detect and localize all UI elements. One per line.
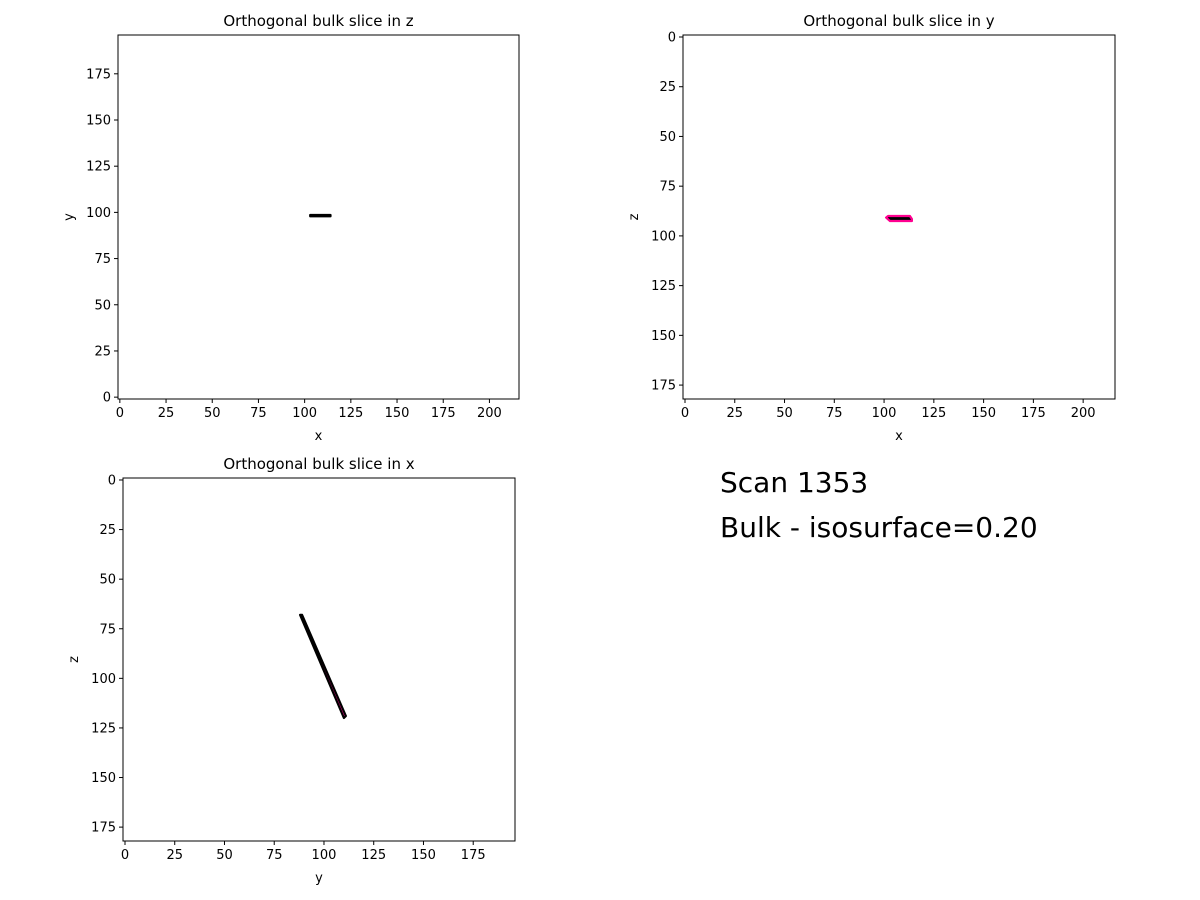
- y-tick-label: 150: [91, 771, 116, 786]
- y-tick-label: 125: [651, 279, 676, 294]
- x-tick-label: 150: [385, 406, 410, 421]
- y-tick-label: 0: [108, 473, 116, 488]
- subplot-slice-y: 0 25 50 75 100 125 150 175 200 0 25 50 75 100 125 150 17…: [627, 12, 1116, 444]
- x-tick-label: 175: [431, 406, 456, 421]
- y-tick-label: 125: [91, 721, 116, 736]
- x-tick-label: 25: [726, 406, 743, 421]
- x-tick-label: 0: [116, 406, 124, 421]
- y-tick-label: 0: [103, 391, 111, 406]
- x-tick-label: 175: [1021, 406, 1046, 421]
- x-tick-label: 50: [204, 406, 221, 421]
- y-tick-label: 175: [91, 821, 116, 836]
- y-tick-label: 75: [99, 622, 116, 637]
- x-tick-label: 75: [826, 406, 843, 421]
- y-tick-label: 50: [94, 298, 111, 313]
- x-axis-label: y: [315, 871, 323, 886]
- x-tick-label: 150: [971, 406, 996, 421]
- x-axis-label: x: [315, 429, 323, 444]
- axes-title: Orthogonal bulk slice in x: [223, 455, 414, 473]
- x-tick-label: 100: [872, 406, 897, 421]
- y-tick-label: 175: [86, 67, 111, 82]
- y-tick-label: 100: [91, 672, 116, 687]
- x-tick-label: 75: [266, 848, 283, 863]
- isosurface-contour-x: [299, 613, 347, 720]
- axes-frame: [122, 477, 516, 842]
- y-tick-label: 25: [94, 344, 111, 359]
- y-tick-label: 175: [651, 379, 676, 394]
- x-tick-label: 0: [121, 848, 129, 863]
- x-tick-label: 125: [361, 848, 386, 863]
- x-tick-label: 0: [681, 406, 689, 421]
- x-tick-label: 150: [411, 848, 436, 863]
- x-tick-label: 125: [921, 406, 946, 421]
- x-tick-label: 200: [1071, 406, 1096, 421]
- isosurface-contour-y: [884, 214, 914, 223]
- y-tick-label: 100: [651, 229, 676, 244]
- y-tick-label: 25: [99, 523, 116, 538]
- axes-title: Orthogonal bulk slice in z: [223, 12, 413, 30]
- x-tick-label: 200: [477, 406, 502, 421]
- y-tick-label: 50: [99, 573, 116, 588]
- y-tick-label: 150: [86, 113, 111, 128]
- x-tick-label: 100: [292, 406, 317, 421]
- x-tick-label: 25: [166, 848, 183, 863]
- x-tick-label: 50: [776, 406, 793, 421]
- x-tick-label: 75: [250, 406, 267, 421]
- y-tick-label: 100: [86, 206, 111, 221]
- y-tick-label: 75: [659, 180, 676, 195]
- y-tick-label: 75: [94, 252, 111, 267]
- isosurface-label: Bulk - isosurface=0.20: [720, 511, 1038, 544]
- scan-label: Scan 1353: [720, 466, 869, 499]
- y-tick-label: 25: [659, 80, 676, 95]
- x-axis-label: x: [895, 429, 903, 444]
- y-tick-label: 0: [668, 30, 676, 45]
- x-tick-label: 25: [158, 406, 175, 421]
- y-tick-label: 50: [659, 130, 676, 145]
- subplot-slice-x: 0 25 50 75 100 125 150 175 0 25 50 75 100 125 150 175 Or…: [67, 455, 516, 886]
- axes-frame: [117, 34, 520, 400]
- y-tick-label: 150: [651, 329, 676, 344]
- x-tick-label: 125: [338, 406, 363, 421]
- x-tick-label: 100: [312, 848, 337, 863]
- x-tick-label: 50: [216, 848, 233, 863]
- y-axis-label: z: [627, 213, 642, 220]
- y-axis-label: y: [62, 213, 77, 221]
- axes-frame: [682, 34, 1116, 400]
- y-tick-label: 125: [86, 160, 111, 175]
- y-axis-label: z: [67, 656, 82, 663]
- axes-title: Orthogonal bulk slice in y: [803, 12, 994, 30]
- isosurface-contour-z: [309, 213, 332, 218]
- x-tick-label: 175: [461, 848, 486, 863]
- subplot-slice-z: 0 25 50 75 100 125 150 175 200 0 25 50 75 100 125 150 17…: [62, 12, 520, 444]
